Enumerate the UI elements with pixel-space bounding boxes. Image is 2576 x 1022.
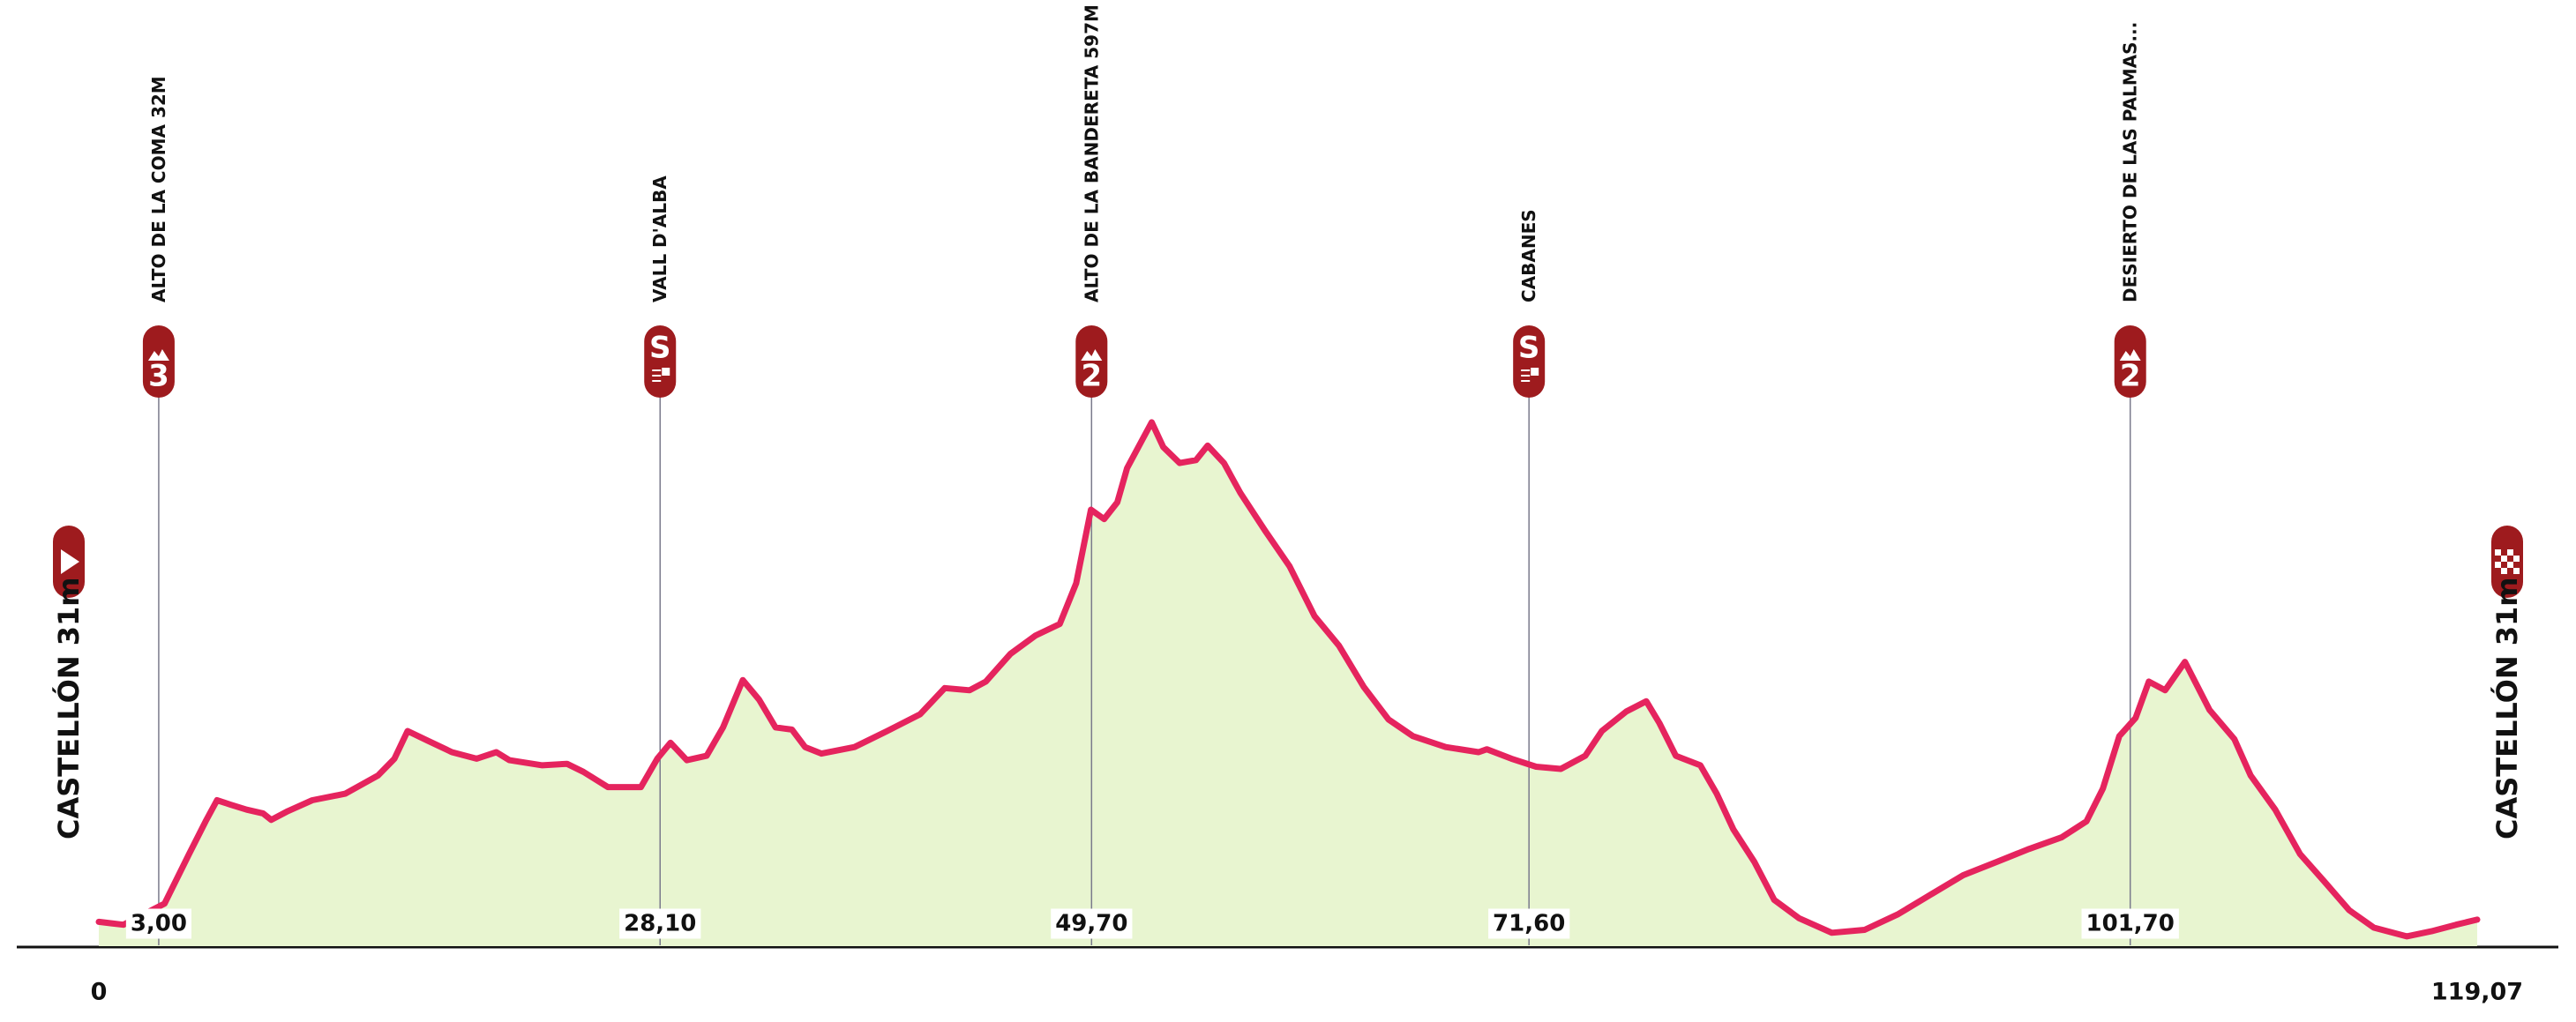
- marker-pin: [2114, 325, 2146, 398]
- marker-km-bg: [1051, 908, 1133, 939]
- x-tick-label: 119,07: [2431, 979, 2523, 1006]
- marker-badge: 2: [1081, 359, 1102, 394]
- marker-name: ALTO DE LA COMA 32M: [148, 76, 169, 302]
- marker-km-bg: [619, 908, 701, 939]
- marker-km: 28,10: [624, 911, 696, 937]
- marker-pin: [1513, 325, 1546, 398]
- icon-flag: [1531, 368, 1539, 376]
- marker-pin: [644, 325, 677, 398]
- marker-km-bg: [125, 908, 192, 939]
- flag-cell: [2507, 562, 2513, 568]
- marker-km: 3,00: [131, 911, 187, 937]
- marker-pin: [142, 325, 175, 398]
- climb-icon: [2119, 349, 2141, 361]
- marker-badge: S: [1518, 331, 1540, 366]
- flag-cell: [2501, 556, 2507, 562]
- flag-cell: [2513, 556, 2520, 562]
- marker-km-bg: [1488, 908, 1570, 939]
- flag-cell: [2513, 568, 2520, 574]
- marker-name: VALL D'ALBA: [649, 175, 670, 302]
- climb-icon: [147, 349, 169, 361]
- start-label: CASTELLÓN 31m: [51, 577, 86, 839]
- marker-km: 49,70: [1055, 911, 1127, 937]
- flag-cell: [2501, 568, 2507, 574]
- marker-badge: 2: [2120, 359, 2141, 394]
- marker-name: ALTO DE LA BANDERETA 597M: [1081, 4, 1102, 302]
- play-icon: [61, 549, 79, 574]
- climb-icon: [1081, 349, 1103, 361]
- x-tick-label: 0: [91, 979, 108, 1006]
- marker-km-bg: [2081, 908, 2179, 939]
- flag-cell: [2495, 549, 2501, 556]
- marker-km: 71,60: [1493, 911, 1565, 937]
- marker-km: 101,70: [2086, 911, 2175, 937]
- sprint-icon: [652, 368, 670, 382]
- flag-cell: [2507, 549, 2513, 556]
- elevation-area: [99, 421, 2477, 946]
- marker-badge: 3: [148, 359, 169, 394]
- icon-flag: [662, 368, 670, 376]
- flag-cell: [2495, 562, 2501, 568]
- marker-name: CABANES: [1518, 209, 1539, 302]
- finish-label: CASTELLÓN 31m: [2490, 577, 2524, 839]
- marker-badge: S: [649, 331, 671, 366]
- elevation-line: [95, 419, 2481, 940]
- marker-name: DESIERTO DE LAS PALMAS...: [2120, 22, 2141, 302]
- marker-pin: [1075, 325, 1108, 398]
- sprint-icon: [1521, 368, 1539, 382]
